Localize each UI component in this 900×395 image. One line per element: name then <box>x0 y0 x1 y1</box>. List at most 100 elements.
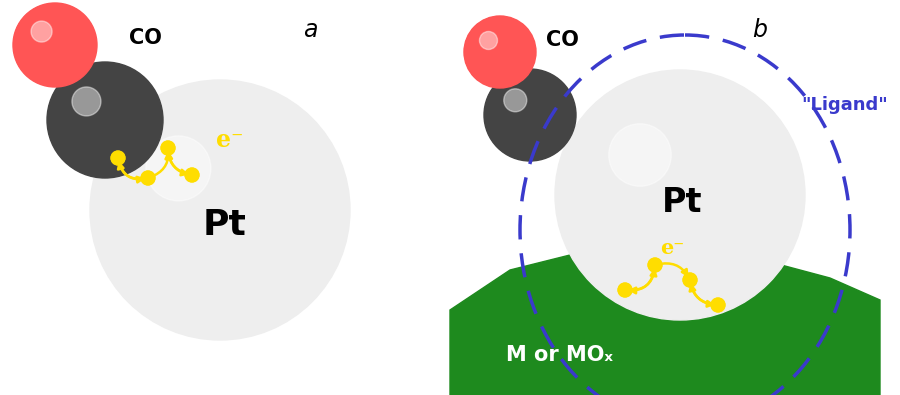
Circle shape <box>29 21 71 63</box>
Circle shape <box>57 73 148 163</box>
Circle shape <box>43 36 48 41</box>
Circle shape <box>32 25 65 57</box>
Circle shape <box>475 29 518 70</box>
Circle shape <box>92 82 346 337</box>
Circle shape <box>145 141 260 256</box>
Circle shape <box>16 7 92 82</box>
Circle shape <box>120 113 302 295</box>
Circle shape <box>70 87 126 143</box>
Circle shape <box>20 10 86 77</box>
Circle shape <box>469 21 528 81</box>
Circle shape <box>24 15 79 70</box>
Circle shape <box>126 119 292 286</box>
Circle shape <box>40 33 53 46</box>
Circle shape <box>517 105 524 112</box>
Circle shape <box>607 127 721 242</box>
Circle shape <box>13 3 97 87</box>
Circle shape <box>69 87 127 144</box>
Circle shape <box>41 34 51 44</box>
Circle shape <box>513 102 528 116</box>
Circle shape <box>96 87 340 331</box>
Circle shape <box>468 21 529 81</box>
Circle shape <box>643 167 662 186</box>
Circle shape <box>169 167 221 219</box>
Circle shape <box>578 95 768 285</box>
Circle shape <box>505 92 542 129</box>
Circle shape <box>598 118 733 253</box>
Circle shape <box>55 71 150 166</box>
Circle shape <box>473 27 520 73</box>
Circle shape <box>116 108 308 301</box>
Circle shape <box>484 69 576 161</box>
Circle shape <box>580 97 765 282</box>
Circle shape <box>77 95 114 132</box>
Circle shape <box>498 84 554 141</box>
Circle shape <box>54 70 151 167</box>
Text: M or MOₓ: M or MOₓ <box>507 345 614 365</box>
Circle shape <box>74 91 120 137</box>
Circle shape <box>495 81 558 144</box>
Circle shape <box>494 81 559 145</box>
Circle shape <box>617 139 703 224</box>
Circle shape <box>559 74 799 314</box>
Circle shape <box>133 128 279 274</box>
Circle shape <box>30 21 70 62</box>
Circle shape <box>61 77 140 156</box>
Circle shape <box>496 82 556 143</box>
Circle shape <box>78 97 112 130</box>
Circle shape <box>501 88 547 134</box>
Circle shape <box>165 163 228 226</box>
Circle shape <box>14 4 94 85</box>
Circle shape <box>171 169 218 216</box>
Text: "Ligand": "Ligand" <box>802 96 888 114</box>
Circle shape <box>622 143 697 218</box>
Circle shape <box>466 19 533 85</box>
Circle shape <box>64 81 136 152</box>
Circle shape <box>506 93 541 128</box>
Text: a: a <box>302 18 317 42</box>
Circle shape <box>80 99 108 127</box>
Circle shape <box>509 97 535 122</box>
Circle shape <box>51 67 156 171</box>
Circle shape <box>465 17 535 87</box>
Circle shape <box>15 5 94 84</box>
Circle shape <box>491 77 563 149</box>
Circle shape <box>472 24 524 76</box>
Circle shape <box>510 98 534 122</box>
Circle shape <box>184 185 195 195</box>
Circle shape <box>489 43 496 51</box>
Circle shape <box>641 164 665 190</box>
Circle shape <box>20 11 86 76</box>
Circle shape <box>27 19 74 66</box>
Circle shape <box>467 19 532 84</box>
Circle shape <box>53 69 153 169</box>
Circle shape <box>634 158 675 198</box>
Circle shape <box>141 137 266 261</box>
Circle shape <box>148 143 256 252</box>
Circle shape <box>497 83 555 142</box>
Circle shape <box>185 168 199 182</box>
Circle shape <box>153 150 247 243</box>
Circle shape <box>84 103 103 122</box>
Circle shape <box>489 74 568 154</box>
Circle shape <box>494 80 560 146</box>
Circle shape <box>485 71 573 159</box>
Circle shape <box>88 108 95 115</box>
Circle shape <box>86 105 100 119</box>
Circle shape <box>159 156 238 235</box>
Circle shape <box>118 111 305 298</box>
Circle shape <box>491 76 566 151</box>
Circle shape <box>68 85 130 147</box>
Circle shape <box>491 77 564 150</box>
Circle shape <box>26 18 75 66</box>
Circle shape <box>71 88 124 142</box>
Circle shape <box>619 141 699 222</box>
Text: e⁻: e⁻ <box>660 238 684 258</box>
Circle shape <box>173 172 214 213</box>
Circle shape <box>22 12 84 74</box>
Circle shape <box>571 87 780 297</box>
Circle shape <box>79 98 110 128</box>
Circle shape <box>83 102 104 123</box>
Circle shape <box>629 152 684 207</box>
Circle shape <box>110 102 318 310</box>
